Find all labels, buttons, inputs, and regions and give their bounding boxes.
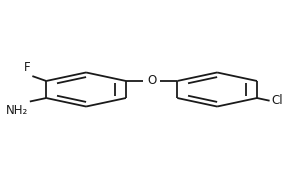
Text: NH₂: NH₂ xyxy=(6,104,28,117)
Text: F: F xyxy=(24,61,31,74)
Text: O: O xyxy=(147,74,156,88)
Text: Cl: Cl xyxy=(271,94,283,107)
